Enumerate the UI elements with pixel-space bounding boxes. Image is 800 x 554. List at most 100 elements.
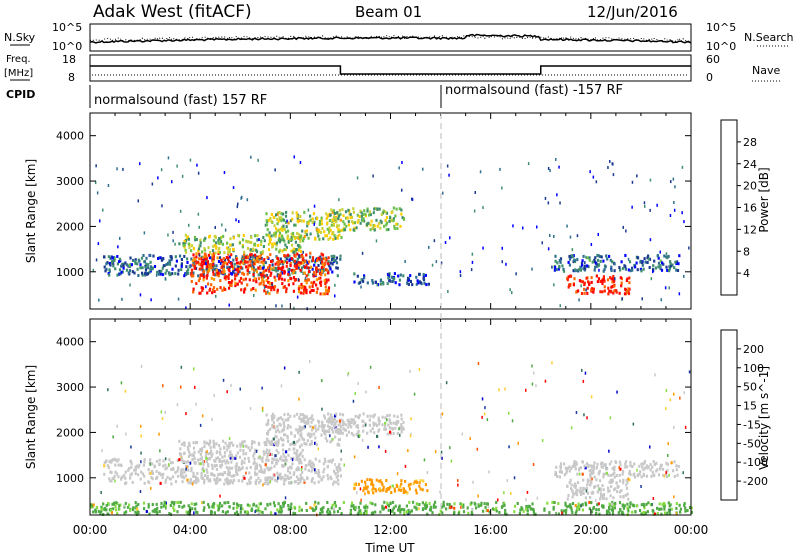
heatmap-cell	[421, 488, 424, 492]
heatmap-cell	[110, 459, 113, 462]
heatmap-cell	[668, 473, 670, 477]
heatmap-cell	[560, 509, 563, 513]
heatmap-cell	[255, 280, 258, 284]
heatmap-cell	[130, 445, 132, 449]
heatmap-cell	[261, 278, 264, 282]
heatmap-cell	[243, 255, 246, 259]
heatmap-cell	[615, 290, 618, 294]
heatmap-cell	[372, 483, 375, 487]
heatmap-cell	[281, 249, 284, 253]
heatmap-cell	[328, 427, 331, 430]
heatmap-cell	[627, 509, 630, 513]
heatmap-cell	[608, 512, 611, 516]
heatmap-cell	[398, 505, 401, 509]
heatmap-cell	[342, 501, 345, 504]
heatmap-cell	[668, 512, 672, 516]
heatmap-cell	[498, 511, 501, 514]
heatmap-cell	[252, 273, 255, 276]
heatmap-cell	[640, 485, 642, 488]
heatmap-cell	[320, 219, 323, 222]
heatmap-cell	[232, 270, 235, 274]
heatmap-cell	[419, 479, 422, 483]
heatmap-cell	[322, 257, 325, 261]
heatmap-cell	[201, 250, 204, 254]
heatmap-cell	[256, 238, 259, 242]
heatmap-cell	[159, 272, 162, 276]
heatmap-cell	[558, 259, 561, 262]
heatmap-cell	[607, 473, 610, 477]
heatmap-cell	[596, 490, 600, 494]
heatmap-cell	[350, 501, 354, 505]
heatmap-cell	[577, 268, 580, 272]
heatmap-cell	[269, 480, 272, 484]
heatmap-cell	[290, 506, 293, 510]
heatmap-cell	[386, 432, 389, 436]
heatmap-cell	[609, 494, 612, 498]
heatmap-cell	[568, 504, 571, 508]
heatmap-cell	[278, 248, 282, 252]
heatmap-cell	[307, 432, 310, 436]
heatmap-cell	[172, 230, 174, 234]
heatmap-cell	[111, 502, 114, 506]
heatmap-cell	[245, 471, 247, 475]
heatmap-cell	[593, 485, 596, 489]
heatmap-cell	[270, 461, 274, 465]
heatmap-cell	[354, 414, 357, 418]
heatmap-cell	[192, 471, 195, 475]
heatmap-cell	[312, 432, 316, 436]
heatmap-cell	[445, 507, 448, 511]
heatmap-cell	[249, 253, 252, 257]
heatmap-cell	[252, 454, 255, 458]
heatmap-cell	[287, 412, 290, 416]
heatmap-cell	[186, 511, 189, 515]
heatmap-cell	[571, 495, 574, 499]
heatmap-cell	[224, 478, 227, 482]
heatmap-cell	[369, 501, 372, 505]
heatmap-cell	[513, 504, 517, 508]
heatmap-cell	[286, 234, 290, 238]
heatmap-cell	[387, 276, 390, 280]
heatmap-cell	[559, 462, 563, 466]
heatmap-cell	[269, 511, 273, 515]
heatmap-cell	[384, 416, 387, 420]
heatmap-cell	[324, 436, 327, 440]
heatmap-cell	[651, 509, 654, 512]
heatmap-cell	[240, 467, 243, 471]
heatmap-cell	[298, 219, 301, 223]
heatmap-cell	[501, 186, 503, 190]
heatmap-cell	[688, 506, 692, 509]
heatmap-cell	[339, 218, 342, 222]
heatmap-cell	[168, 260, 172, 264]
heatmap-cell	[306, 421, 310, 425]
heatmap-cell	[193, 511, 195, 515]
heatmap-cell	[243, 457, 246, 461]
heatmap-cell	[399, 508, 402, 512]
heatmap-cell	[308, 220, 311, 223]
heatmap-cell	[277, 260, 280, 264]
heatmap-cell	[329, 228, 332, 232]
heatmap-cell	[594, 261, 597, 265]
heatmap-cell	[285, 210, 288, 214]
heatmap-cell	[217, 271, 220, 275]
heatmap-cell	[327, 512, 330, 516]
heatmap-cell	[332, 259, 335, 263]
heatmap-cell	[293, 269, 296, 272]
heatmap-cell	[187, 454, 191, 458]
freq-label-2: [MHz]	[4, 68, 33, 79]
heatmap-cell	[561, 511, 563, 515]
heatmap-cell	[374, 422, 377, 426]
heatmap-cell	[568, 257, 572, 261]
heatmap-cell	[343, 428, 346, 432]
heatmap-cell	[675, 468, 678, 472]
heatmap-cell	[665, 473, 668, 477]
heatmap-cell	[419, 281, 422, 285]
heatmap-cell	[283, 218, 286, 222]
heatmap-cell	[127, 271, 130, 275]
heatmap-cell	[299, 245, 302, 249]
heatmap-cell	[613, 468, 616, 472]
heatmap-cell	[363, 486, 366, 490]
heatmap-cell	[473, 209, 476, 213]
heatmap-cell	[641, 465, 644, 469]
heatmap-cell	[646, 261, 649, 264]
heatmap-cell	[570, 508, 573, 512]
